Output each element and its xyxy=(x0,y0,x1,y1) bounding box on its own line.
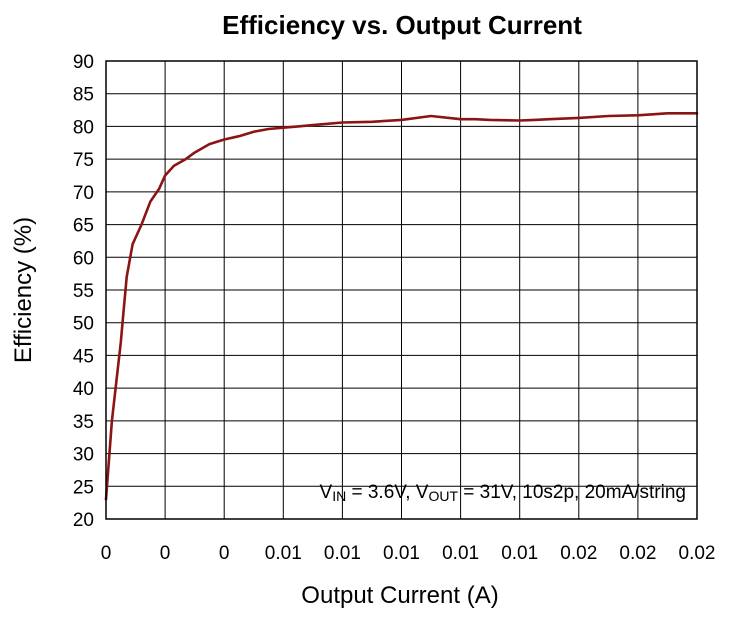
plot-frame xyxy=(105,60,698,520)
vout-subscript: OUT xyxy=(428,488,458,504)
x-tick-label: 0.02 xyxy=(679,543,716,564)
x-tick-label: 0 xyxy=(101,543,112,564)
y-tick-label: 85 xyxy=(73,85,94,106)
y-tick-label: 50 xyxy=(73,314,94,335)
x-tick-label: 0.01 xyxy=(324,543,361,564)
x-tick-label: 0 xyxy=(160,543,171,564)
x-tick-label: 0.01 xyxy=(265,543,302,564)
efficiency-series-line xyxy=(104,112,699,501)
y-tick-label: 75 xyxy=(73,150,94,171)
y-tick-label: 70 xyxy=(73,183,94,204)
x-axis-label: Output Current (A) xyxy=(301,582,498,609)
grid-lines xyxy=(106,61,697,519)
y-tick-label: 25 xyxy=(73,477,94,498)
y-tick-label: 60 xyxy=(73,248,94,269)
conditions-annotation: VIN = 3.6V, VOUT = 31V, 10s2p, 20mA/stri… xyxy=(320,482,686,504)
y-tick-label: 55 xyxy=(73,281,94,302)
vin-label: V xyxy=(320,482,333,503)
y-tick-labels: 20 25 30 35 40 45 50 55 60 65 70 75 80 85 90 xyxy=(73,52,94,531)
y-axis-label: Efficiency (%) xyxy=(10,217,37,363)
y-tick-label: 80 xyxy=(73,117,94,138)
y-tick-label: 65 xyxy=(73,216,94,237)
vout-label: V xyxy=(416,482,429,503)
vin-subscript: IN xyxy=(332,488,346,504)
x-tick-labels: 0 0 0 0.01 0.01 0.01 0.01 0.01 0.02 0.02 0.02 xyxy=(101,543,716,564)
chart-title: Efficiency vs. Output Current xyxy=(222,10,582,40)
x-tick-label: 0.01 xyxy=(501,543,538,564)
x-tick-label: 0.01 xyxy=(442,543,479,564)
x-tick-label: 0.02 xyxy=(619,543,656,564)
vout-value: = 31V, 10s2p, 20mA/string xyxy=(458,482,686,503)
x-tick-label: 0 xyxy=(219,543,230,564)
y-tick-label: 40 xyxy=(73,379,94,400)
x-tick-label: 0.01 xyxy=(383,543,420,564)
y-tick-label: 30 xyxy=(73,445,94,466)
y-tick-label: 45 xyxy=(73,346,94,367)
y-tick-label: 20 xyxy=(73,510,94,531)
y-tick-label: 90 xyxy=(73,52,94,73)
vin-value: = 3.6V, xyxy=(346,482,416,503)
y-tick-label: 35 xyxy=(73,412,94,433)
x-tick-label: 0.02 xyxy=(560,543,597,564)
